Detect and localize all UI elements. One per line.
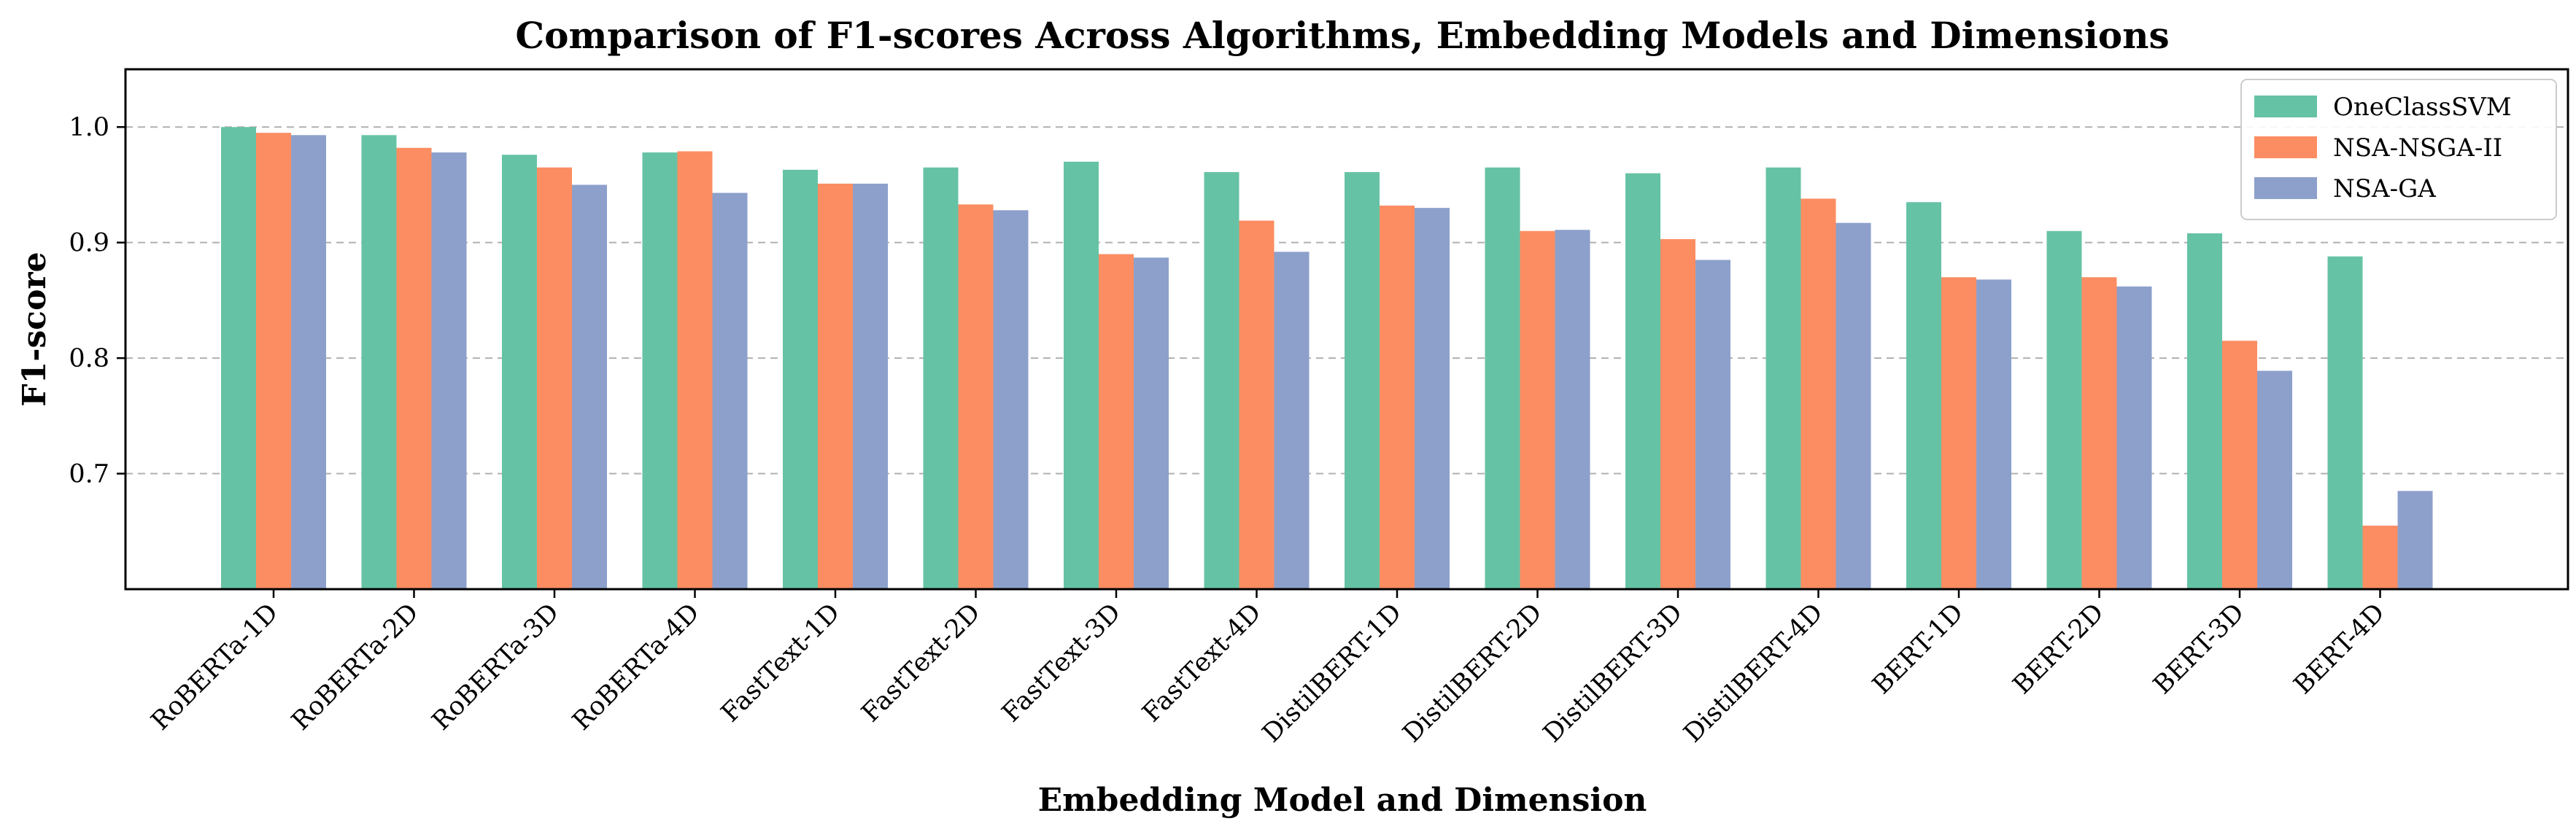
bar-nsa-nsga-ii	[256, 133, 291, 590]
bar-nsa-ga	[572, 184, 607, 589]
bar-oneclasssvm	[642, 152, 678, 589]
x-tick-label: DistilBERT-3D	[1538, 598, 1688, 748]
legend-swatch	[2254, 96, 2317, 117]
x-tick-label: RoBERTa-2D	[286, 598, 425, 736]
bar-nsa-ga	[853, 183, 888, 590]
x-tick-label: DistilBERT-4D	[1679, 598, 1829, 748]
bar-oneclasssvm	[1204, 172, 1239, 589]
legend-label: NSA-GA	[2333, 174, 2436, 203]
bar-nsa-ga	[1695, 260, 1730, 589]
x-axis-ticks: RoBERTa-1D RoBERTa-2D RoBERTa-3D RoBERTa-4D…	[146, 589, 2391, 748]
bar-nsa-nsga-ii	[677, 151, 713, 590]
bar-nsa-nsga-ii	[2222, 341, 2257, 589]
bar-nsa-nsga-ii	[2362, 525, 2398, 589]
bar-nsa-nsga-ii	[2081, 277, 2117, 589]
bar-nsa-ga	[1836, 222, 1871, 589]
y-axis-label: F1-score	[16, 252, 53, 406]
bar-nsa-nsga-ii	[1941, 277, 1976, 589]
bar-oneclasssvm	[1485, 167, 1520, 589]
x-tick-label: FastText-4D	[1137, 598, 1267, 728]
chart-title: Comparison of F1-scores Across Algorithm…	[515, 14, 2169, 57]
x-tick-label: FastText-3D	[997, 598, 1126, 728]
bar-oneclasssvm	[1906, 202, 1941, 589]
bar-nsa-nsga-ii	[1099, 254, 1134, 589]
x-tick-label: RoBERTa-4D	[567, 598, 705, 736]
x-tick-label: BERT-2D	[2008, 598, 2110, 700]
bar-nsa-nsga-ii	[1660, 238, 1695, 589]
bar-nsa-ga	[291, 135, 326, 589]
bar-oneclasssvm	[2187, 233, 2222, 589]
bar-oneclasssvm	[1765, 167, 1801, 589]
x-tick-label: FastText-2D	[856, 598, 986, 728]
x-tick-label: FastText-1D	[716, 598, 846, 728]
bars	[221, 127, 2433, 590]
bar-oneclasssvm	[361, 135, 397, 589]
legend-swatch	[2254, 136, 2317, 158]
bar-nsa-ga	[1415, 208, 1450, 590]
bar-nsa-nsga-ii	[1380, 205, 1415, 589]
bar-nsa-ga	[431, 152, 467, 589]
bar-nsa-nsga-ii	[1520, 230, 1555, 589]
y-axis-ticks: 0.7 0.8 0.9 1.0	[69, 113, 125, 489]
bar-nsa-ga	[1555, 230, 1590, 589]
bar-nsa-nsga-ii	[1239, 220, 1275, 589]
legend-label: NSA-NSGA-II	[2333, 133, 2502, 163]
bar-nsa-ga	[2397, 491, 2433, 589]
legend-swatch	[2254, 177, 2317, 199]
y-tick-label: 0.9	[69, 229, 109, 258]
y-tick-label: 1.0	[69, 113, 109, 142]
x-axis-label: Embedding Model and Dimension	[1038, 782, 1647, 819]
bar-oneclasssvm	[783, 169, 818, 589]
y-tick-label: 0.7	[69, 460, 109, 489]
y-tick-label: 0.8	[69, 344, 109, 373]
x-tick-label: DistilBERT-2D	[1398, 598, 1548, 748]
x-tick-label: BERT-1D	[1867, 598, 1969, 700]
bar-oneclasssvm	[1625, 173, 1660, 590]
bar-oneclasssvm	[1064, 161, 1099, 589]
legend-label: OneClassSVM	[2333, 93, 2512, 122]
bar-oneclasssvm	[2046, 230, 2082, 589]
bar-oneclasssvm	[1345, 172, 1380, 589]
bar-nsa-nsga-ii	[958, 204, 994, 589]
bar-nsa-nsga-ii	[396, 147, 432, 590]
bar-oneclasssvm	[923, 167, 959, 589]
bar-nsa-ga	[993, 210, 1029, 589]
bar-nsa-ga	[712, 192, 748, 590]
bar-nsa-nsga-ii	[818, 183, 853, 590]
bar-oneclasssvm	[221, 127, 256, 589]
x-tick-label: BERT-3D	[2148, 598, 2250, 700]
x-tick-label: DistilBERT-1D	[1257, 598, 1407, 748]
x-tick-label: BERT-4D	[2289, 598, 2391, 700]
x-tick-label: RoBERTa-3D	[427, 598, 565, 736]
bar-nsa-nsga-ii	[1801, 198, 1836, 589]
plot-frame	[124, 68, 2569, 591]
x-tick-label: RoBERTa-1D	[146, 598, 285, 736]
bar-nsa-ga	[2116, 286, 2152, 589]
bar-nsa-ga	[2257, 370, 2292, 589]
bar-nsa-nsga-ii	[537, 167, 572, 589]
legend-frame	[2240, 79, 2557, 220]
bar-oneclasssvm	[502, 155, 537, 589]
bar-nsa-ga	[1134, 257, 1169, 589]
legend: OneClassSVM NSA-NSGA-II NSA-GA	[2240, 79, 2557, 220]
bar-nsa-ga	[1274, 252, 1310, 589]
bar-oneclasssvm	[2327, 256, 2363, 589]
bar-nsa-ga	[1976, 279, 2011, 589]
